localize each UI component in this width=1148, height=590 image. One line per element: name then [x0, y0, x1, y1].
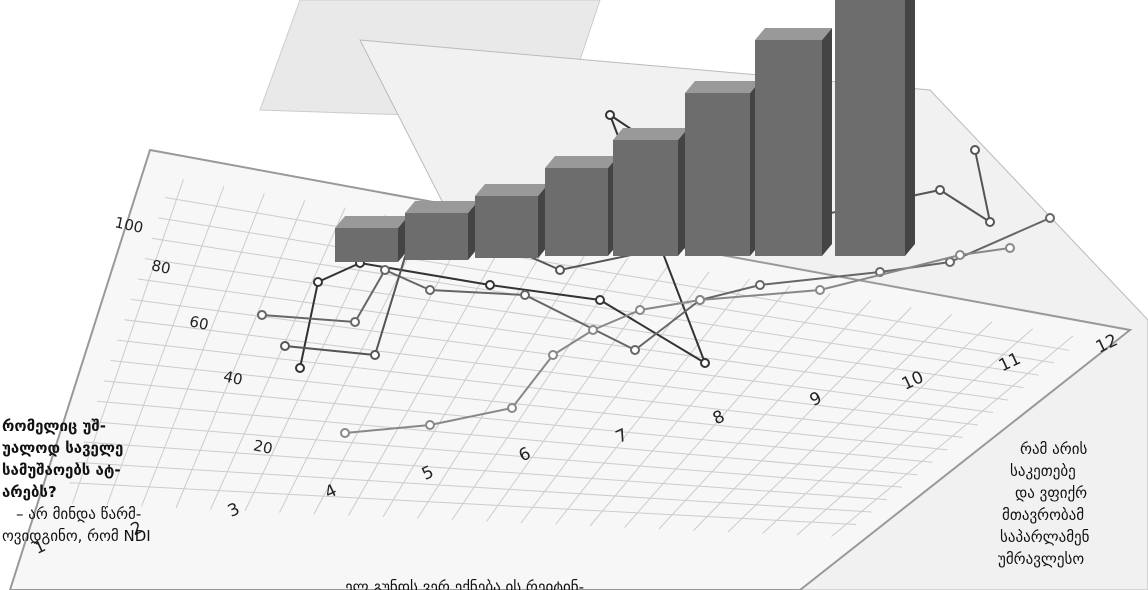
photo-marker: [520, 290, 530, 300]
photo-marker: [588, 325, 598, 335]
photo-marker: [340, 428, 350, 438]
grid-line: [83, 441, 887, 501]
bar-front: [475, 196, 538, 258]
body-line: რამ არის: [1020, 440, 1088, 458]
bar-front: [545, 168, 608, 256]
body-line: ოვიდგინო, რომ NDI: [2, 527, 151, 545]
photo-y-label: 100: [113, 213, 145, 237]
grid-line: [124, 319, 979, 426]
heading-line: რომელიც უშ-: [2, 417, 106, 435]
photo-marker: [595, 295, 605, 305]
photo-bars: [335, 0, 915, 262]
body-line: მთავრობამ: [1002, 506, 1085, 524]
photo-y-label: 60: [188, 312, 210, 334]
photo-marker: [955, 250, 965, 260]
body-line: ელ გუნდს ვერ ექნება ის რეიტინ-: [345, 578, 585, 590]
bar-top: [613, 128, 688, 140]
grid-line: [103, 380, 933, 463]
left-column: რომელიც უშ- უალოდ საველე სამუშაოებს ატ- …: [2, 415, 151, 547]
grid-line: [144, 258, 1024, 389]
photo-marker: [935, 185, 945, 195]
photo-marker: [280, 341, 290, 351]
bar-side: [822, 28, 832, 256]
center-column: ელ გუნდს ვერ ექნება ის რეიტინ-: [345, 576, 584, 590]
bar-top: [755, 28, 832, 40]
bar-front: [685, 93, 750, 256]
photo-marker: [755, 280, 765, 290]
bar-front: [613, 140, 678, 256]
photo-y-label: 80: [150, 256, 172, 278]
body-line: საკეთებე: [1010, 462, 1076, 480]
heading-line: უალოდ საველე: [2, 439, 124, 457]
grid-line: [110, 359, 948, 451]
bar-side: [905, 0, 915, 256]
photo-marker: [425, 420, 435, 430]
bar-top: [685, 81, 760, 93]
photo-marker: [970, 145, 980, 155]
grid-line: [137, 278, 1009, 401]
photo-marker: [548, 350, 558, 360]
grid-line: [96, 400, 918, 476]
photo-marker: [313, 277, 323, 287]
photo-marker: [555, 265, 565, 275]
heading-line: არებს?: [2, 483, 57, 501]
bar-top: [405, 201, 478, 213]
body-line: – არ მინდა წარმ-: [16, 505, 142, 523]
grid-line: [131, 298, 994, 414]
photo-marker: [605, 110, 615, 120]
photo-marker: [507, 403, 517, 413]
photo-marker: [380, 265, 390, 275]
heading-line: სამუშაოებს ატ-: [2, 461, 121, 479]
photo-marker: [350, 317, 360, 327]
photo-line: [344, 247, 1011, 434]
photo-marker: [695, 295, 705, 305]
grid-line: [158, 217, 1055, 364]
bar-front: [335, 228, 398, 262]
photo-marker: [425, 285, 435, 295]
photo-marker: [370, 350, 380, 360]
photo-y-label: 20: [252, 436, 274, 458]
grid-line: [117, 339, 963, 438]
photo-marker: [985, 217, 995, 227]
photo-marker: [295, 363, 305, 373]
photo-marker: [700, 358, 710, 368]
photo-marker: [485, 280, 495, 290]
bar-top: [335, 216, 408, 228]
grid-line: [69, 482, 857, 525]
photo-marker: [1005, 243, 1015, 253]
bar-front: [835, 0, 905, 256]
grid-line: [165, 197, 1070, 351]
grid-line: [151, 237, 1039, 376]
body-line: და ვფიქრ: [1015, 484, 1088, 502]
grid-line: [76, 461, 872, 513]
grid-line: [90, 421, 903, 488]
body-line: უმრავლესო: [998, 550, 1085, 568]
right-column: რამ არის საკეთებე და ვფიქრ მთავრობამ საპ…: [990, 438, 1148, 570]
photo-y-label: 40: [222, 367, 244, 389]
photo-marker: [815, 285, 825, 295]
photo-marker: [257, 310, 267, 320]
bar-top: [545, 156, 618, 168]
bar-front: [755, 40, 822, 256]
bar-top: [475, 184, 548, 196]
photo-marker: [635, 305, 645, 315]
bar-front: [405, 213, 468, 260]
body-line: საპარლამენ: [1000, 528, 1090, 546]
photo-marker: [1045, 213, 1055, 223]
photo-marker: [630, 345, 640, 355]
photo-lines: [257, 110, 1055, 438]
